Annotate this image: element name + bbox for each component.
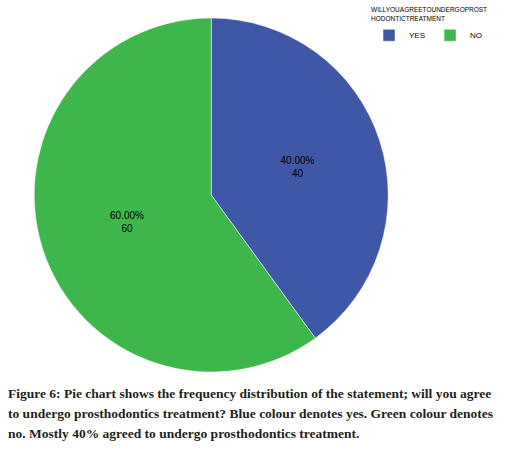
html-text:Figure 6: Pie chart shows the: Figure 6: Pie chart shows the frequency …	[8, 386, 494, 441]
svg-text:60.00%60: 60.00%60	[110, 210, 144, 234]
svg-text:WILLYOUAGREETOUNDERGOPROSTHODO: WILLYOUAGREETOUNDERGOPROSTHODONTICTREATM…	[371, 6, 487, 21]
svg-text:40.00%40: 40.00%40	[281, 155, 315, 179]
svg-text:NO: NO	[470, 31, 482, 40]
svg-text:YES: YES	[409, 31, 425, 40]
